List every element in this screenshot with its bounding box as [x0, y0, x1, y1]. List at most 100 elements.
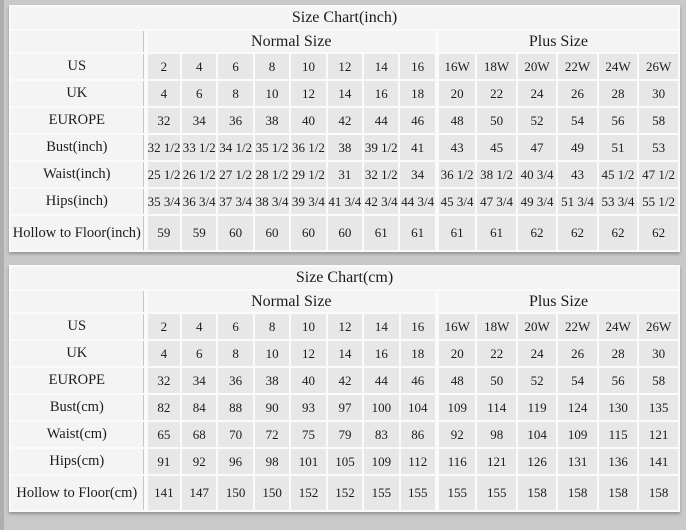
size-value-cell: 55 1/2: [639, 189, 678, 214]
size-value-cell: 22W: [558, 314, 597, 339]
size-value-cell: 39 3/4: [291, 189, 326, 214]
row-label: EUROPE: [11, 108, 144, 133]
size-value-cell: 14: [327, 341, 363, 366]
size-value-cell: 158: [598, 476, 638, 510]
size-value-cell: 26W: [639, 314, 678, 339]
size-value-cell: 147: [182, 476, 217, 510]
size-value-cell: 158: [639, 476, 678, 510]
size-chart-inch-table: Size Chart(inch) Normal Size Plus Size US 2 4…: [9, 5, 680, 252]
row-label: Bust(inch): [11, 135, 144, 160]
size-value-cell: 18W: [477, 314, 516, 339]
size-value-cell: 34 1/2: [218, 135, 253, 160]
size-value-cell: 62: [517, 216, 557, 250]
table-row: Bust(inch) 32 1/2 33 1/2 34 1/2 35 1/2 36 1/2…: [11, 135, 678, 160]
size-value-cell: 22W: [558, 54, 597, 79]
size-value-cell: 22: [477, 81, 516, 106]
size-value-cell: 136: [598, 449, 638, 474]
size-value-cell: 109: [558, 422, 597, 447]
size-value-cell: 20: [437, 341, 476, 366]
size-value-cell: 43: [436, 135, 476, 160]
size-value-cell: 92: [437, 422, 476, 447]
size-value-cell: 150: [218, 476, 253, 510]
size-value-cell: 6: [218, 54, 253, 79]
size-value-cell: 53 3/4: [598, 189, 638, 214]
size-value-cell: 45 1/2: [598, 162, 638, 187]
size-value-cell: 38: [254, 108, 290, 133]
size-value-cell: 131: [558, 449, 597, 474]
size-value-cell: 28: [598, 341, 638, 366]
size-value-cell: 152: [327, 476, 363, 510]
size-value-cell: 116: [437, 449, 476, 474]
size-value-cell: 115: [598, 422, 638, 447]
size-value-cell: 109: [437, 395, 476, 420]
size-value-cell: 4: [145, 341, 181, 366]
size-value-cell: 36 1/2: [436, 162, 476, 187]
size-value-cell: 150: [254, 476, 290, 510]
column-group-label: Normal Size: [145, 31, 435, 52]
size-value-cell: 58: [639, 368, 678, 393]
table-row: Hollow to Floor(inch) 59 59 60 60 60 60 61 61 61 6…: [11, 216, 678, 250]
size-value-cell: 28 1/2: [254, 162, 290, 187]
size-value-cell: 32 1/2: [364, 162, 399, 187]
size-value-cell: 52: [517, 368, 557, 393]
size-value-cell: 36 1/2: [291, 135, 326, 160]
size-value-cell: 33 1/2: [182, 135, 217, 160]
size-value-cell: 16: [400, 314, 435, 339]
size-value-cell: 12: [327, 314, 363, 339]
size-value-cell: 40: [291, 108, 326, 133]
size-value-cell: 109: [364, 449, 399, 474]
size-value-cell: 98: [477, 422, 516, 447]
size-value-cell: 62: [639, 216, 678, 250]
size-chart-cm-table: Size Chart(cm) Normal Size Plus Size US 2 4 6 8…: [9, 265, 680, 512]
size-value-cell: 60: [218, 216, 253, 250]
size-value-cell: 60: [254, 216, 290, 250]
size-value-cell: 48: [436, 108, 476, 133]
size-value-cell: 119: [517, 395, 557, 420]
size-value-cell: 105: [327, 449, 363, 474]
row-label: Hollow to Floor(cm): [11, 476, 144, 510]
size-value-cell: 24: [517, 81, 557, 106]
size-value-cell: 104: [400, 395, 435, 420]
size-value-cell: 10: [254, 81, 290, 106]
size-value-cell: 58: [639, 108, 678, 133]
size-value-cell: 51 3/4: [558, 189, 597, 214]
size-value-cell: 29 1/2: [291, 162, 326, 187]
table-row: Bust(cm) 82 84 88 90 93 97 100 104 109 114 119 124 13…: [11, 395, 678, 420]
size-value-cell: 26 1/2: [182, 162, 217, 187]
size-value-cell: 91: [145, 449, 181, 474]
size-value-cell: 44: [364, 368, 399, 393]
size-value-cell: 98: [254, 449, 290, 474]
size-value-cell: 12: [291, 341, 326, 366]
size-value-cell: 36: [218, 368, 253, 393]
row-label: Hips(cm): [11, 449, 144, 474]
size-value-cell: 155: [477, 476, 516, 510]
size-value-cell: 30: [639, 81, 678, 106]
size-value-cell: 2: [145, 314, 181, 339]
size-value-cell: 62: [598, 216, 638, 250]
size-value-cell: 18: [400, 81, 435, 106]
column-group-label: Normal Size: [145, 291, 435, 312]
size-value-cell: 34: [400, 162, 435, 187]
size-value-cell: 42: [327, 368, 363, 393]
size-value-cell: 93: [291, 395, 326, 420]
size-value-cell: 114: [477, 395, 516, 420]
size-value-cell: 61: [477, 216, 516, 250]
size-value-cell: 126: [517, 449, 557, 474]
size-value-cell: 27 1/2: [218, 162, 253, 187]
size-value-cell: 43: [558, 162, 597, 187]
size-value-cell: 18: [400, 341, 435, 366]
size-value-cell: 49 3/4: [517, 189, 557, 214]
size-value-cell: 41 3/4: [327, 189, 363, 214]
size-value-cell: 84: [182, 395, 217, 420]
size-value-cell: 121: [477, 449, 516, 474]
size-value-cell: 48: [437, 368, 476, 393]
size-value-cell: 135: [639, 395, 678, 420]
size-value-cell: 121: [639, 422, 678, 447]
size-value-cell: 16W: [437, 314, 476, 339]
size-value-cell: 54: [558, 108, 597, 133]
row-label: US: [11, 314, 144, 339]
size-value-cell: 70: [218, 422, 253, 447]
size-value-cell: 4: [182, 54, 217, 79]
size-value-cell: 32: [145, 108, 181, 133]
size-chart-page: Size Chart(inch) Normal Size Plus Size US 2 4…: [9, 5, 680, 512]
